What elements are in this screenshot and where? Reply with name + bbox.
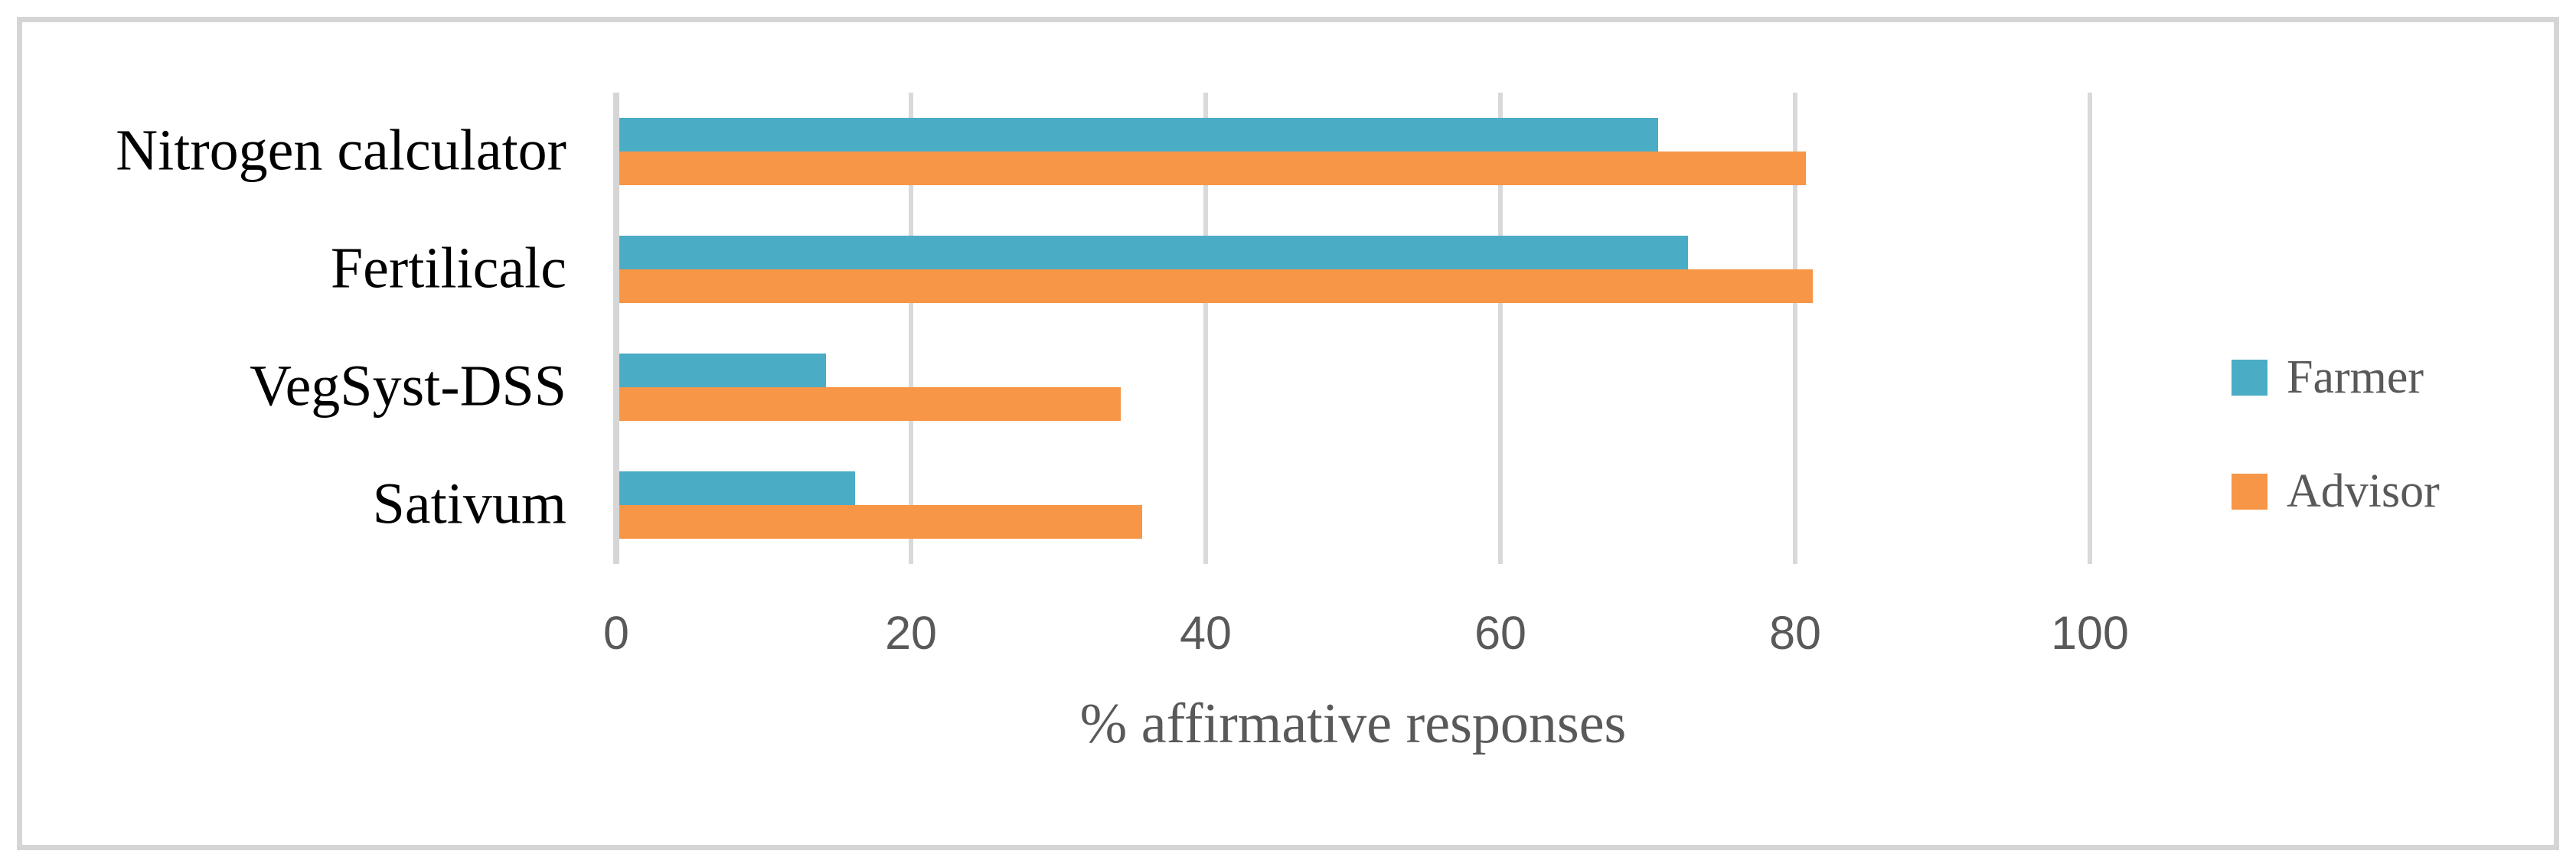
plot-area xyxy=(613,93,2092,564)
gridline-100 xyxy=(2088,93,2092,564)
gridline-40 xyxy=(1203,93,1208,564)
gridline-80 xyxy=(1793,93,1797,564)
x-tick-label-100: 100 xyxy=(2051,607,2129,659)
bar-advisor-sativum xyxy=(619,505,1143,539)
x-tick-label-0: 0 xyxy=(603,607,629,659)
category-label-vegsyst-dss: VegSyst-DSS xyxy=(250,354,566,419)
gridline-20 xyxy=(909,93,913,564)
legend: Farmer Advisor xyxy=(2232,350,2440,517)
x-axis-tick-labels: 0 20 40 60 80 100 xyxy=(0,610,2576,663)
x-tick-label-60: 60 xyxy=(1474,607,1526,659)
gridline-60 xyxy=(1498,93,1503,564)
bar-advisor-fertilicalc xyxy=(619,269,1814,303)
legend-label-farmer: Farmer xyxy=(2287,350,2424,403)
category-label-sativum: Sativum xyxy=(372,471,566,536)
category-label-nitrogen-calculator: Nitrogen calculator xyxy=(116,118,566,183)
legend-label-advisor: Advisor xyxy=(2287,464,2440,517)
bar-advisor-vegsyst-dss xyxy=(619,387,1121,421)
legend-swatch-farmer xyxy=(2232,359,2267,396)
x-axis-title: % affirmative responses xyxy=(1079,693,1627,755)
legend-item-advisor: Advisor xyxy=(2232,464,2440,517)
bar-advisor-nitrogen-calculator xyxy=(619,152,1806,185)
x-tick-label-20: 20 xyxy=(885,607,937,659)
bar-farmer-vegsyst-dss xyxy=(619,354,826,387)
bar-farmer-nitrogen-calculator xyxy=(619,118,1659,152)
x-tick-label-80: 80 xyxy=(1769,607,1821,659)
legend-swatch-advisor xyxy=(2232,473,2267,510)
value-axis-line xyxy=(613,93,619,564)
x-tick-label-40: 40 xyxy=(1180,607,1232,659)
category-label-fertilicalc: Fertilicalc xyxy=(330,236,566,301)
legend-item-farmer: Farmer xyxy=(2232,350,2440,403)
bar-farmer-sativum xyxy=(619,471,855,505)
category-axis-labels: Nitrogen calculator Fertilicalc VegSyst-DS… xyxy=(46,93,566,564)
bar-farmer-fertilicalc xyxy=(619,236,1688,269)
